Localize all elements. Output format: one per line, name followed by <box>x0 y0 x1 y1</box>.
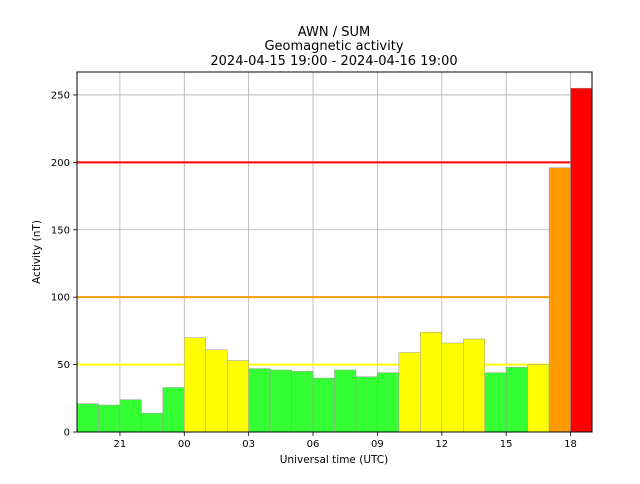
bars <box>76 87 593 433</box>
bar <box>269 369 292 433</box>
plot-frame <box>76 71 593 433</box>
x-tick-label: 00 <box>178 439 191 450</box>
bar <box>98 404 121 433</box>
bar <box>570 87 593 433</box>
y-tick-label: 0 <box>64 428 70 439</box>
y-tick-label: 200 <box>51 158 70 169</box>
bar <box>377 372 400 433</box>
bar <box>527 364 550 433</box>
y-tick-label: 150 <box>51 225 70 236</box>
threshold-lines <box>77 161 592 366</box>
bar <box>184 337 207 433</box>
chart-title-line-2: Geomagnetic activity <box>264 39 403 54</box>
bar <box>463 338 485 433</box>
bar <box>312 377 335 433</box>
x-tick-label: 03 <box>242 439 255 450</box>
bar <box>548 167 571 433</box>
bar <box>162 387 185 433</box>
x-tick-label: 18 <box>564 439 577 450</box>
y-tick-label: 50 <box>57 360 70 371</box>
y-tick-label: 100 <box>51 293 70 304</box>
bar <box>141 412 164 433</box>
x-tick-label: 21 <box>114 439 127 450</box>
bar <box>420 331 443 433</box>
x-tick-label: 06 <box>307 439 320 450</box>
x-tick-label: 15 <box>500 439 513 450</box>
bar <box>119 399 142 433</box>
bar <box>226 360 249 433</box>
bar <box>205 349 228 433</box>
bar <box>441 342 464 433</box>
y-axis-label: Activity (nT) <box>31 220 43 284</box>
bar <box>398 352 421 433</box>
y-tick-label: 250 <box>51 90 70 101</box>
x-axis-label: Universal time (UTC) <box>280 454 388 466</box>
chart-title-line-3: 2024-04-15 19:00 - 2024-04-16 19:00 <box>210 54 457 69</box>
bar <box>505 367 528 433</box>
x-tick-label: 09 <box>371 439 384 450</box>
bar <box>76 403 99 433</box>
bar <box>355 376 378 433</box>
bar <box>291 371 314 433</box>
bar <box>334 369 357 433</box>
chart-title-line-1: AWN / SUM <box>298 25 370 40</box>
x-tick-label: 12 <box>435 439 448 450</box>
bar <box>484 372 507 433</box>
axes: 21 00 03 06 09 12 15 18 0 50 100 150 200 250 <box>51 71 593 450</box>
bar <box>248 368 271 433</box>
